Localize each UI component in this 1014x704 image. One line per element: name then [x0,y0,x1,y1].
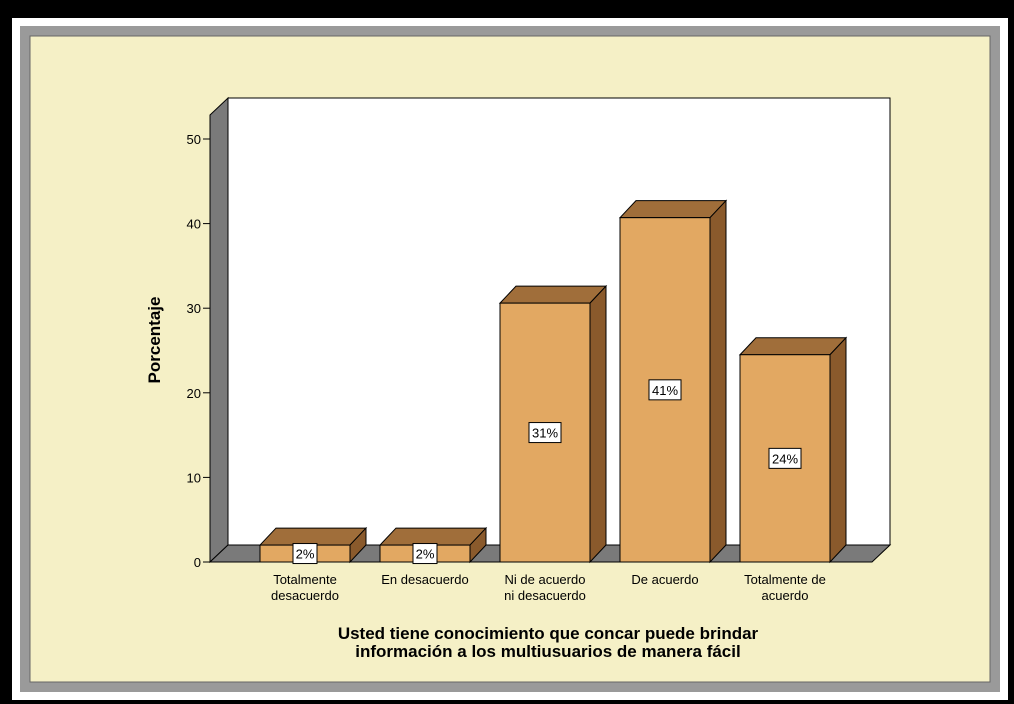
value-label: 2% [296,547,315,562]
value-label: 41% [652,383,678,398]
value-label: 2% [416,547,435,562]
bar-top [378,527,488,546]
y-tick-label: 10 [187,470,201,485]
bar-top [498,285,608,304]
x-tick-label: Totalmente de acuerdo [744,572,826,603]
value-label-box [768,447,802,469]
y-axis-label: Porcentaje [145,297,164,384]
bar-side [829,336,847,564]
y-tick-label: 40 [187,217,201,232]
value-label-box [412,543,438,565]
bar-top [738,337,848,356]
x-tick-label: De acuerdo [631,572,698,587]
x-tick-label: Ni de acuerdo ni desacuerdo [504,572,586,603]
y-tick-label: 20 [187,386,201,401]
x-tick-label: En desacuerdo [381,572,468,587]
bar-top [258,527,368,546]
bar [739,354,831,563]
y-tick-label: 30 [187,301,201,316]
x-axis-label: información a los multiusuarios de maner… [355,642,740,661]
x-axis-label: Usted tiene conocimiento que concar pued… [338,624,759,643]
y-tick-label: 0 [194,555,201,570]
value-label: 24% [772,451,798,466]
value-label: 31% [532,426,558,441]
value-label-box [648,379,682,401]
value-label-box [528,422,562,444]
bar-side [589,284,607,564]
y-tick-label: 50 [187,132,201,147]
x-tick-label: Totalmente desacuerdo [271,572,339,603]
bar-top [618,200,728,219]
side-wall [209,96,229,564]
value-label-box [292,543,318,565]
bar-side [709,199,727,564]
